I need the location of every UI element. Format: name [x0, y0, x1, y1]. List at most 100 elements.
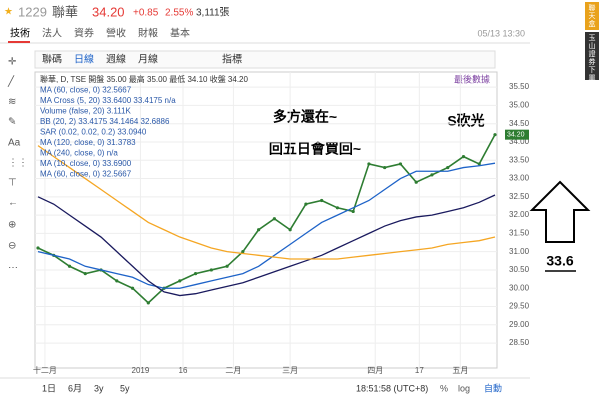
side-tab-char: 天: [589, 12, 596, 20]
close-point: [225, 264, 229, 268]
y-tick-label: 30.00: [509, 283, 530, 292]
tool-icon[interactable]: ✎: [8, 117, 16, 128]
side-tab-char: 單: [589, 74, 596, 82]
close-point: [130, 286, 135, 290]
log-toggle[interactable]: log: [458, 383, 470, 393]
close-point: [367, 162, 371, 166]
range-button[interactable]: 3y: [94, 383, 104, 393]
range-button[interactable]: 1日: [42, 383, 56, 393]
annotation: 回五日會買回~: [269, 141, 361, 157]
close-point: [209, 268, 213, 272]
legend-line: MA (120, close, 0) 31.3783: [40, 138, 136, 147]
tab[interactable]: 法人: [42, 27, 62, 40]
x-tick-label: 十二月: [33, 365, 57, 375]
close-point: [398, 162, 403, 166]
side-tab-char: 聯: [589, 3, 596, 12]
code: 1229: [18, 4, 47, 19]
close-point: [115, 279, 119, 283]
target-label: 33.6: [546, 253, 573, 269]
close-point: [320, 198, 324, 203]
toolbar-button[interactable]: 指標: [222, 53, 242, 66]
y-tick-label: 35.50: [509, 82, 530, 91]
toolbar-button[interactable]: 日線: [74, 53, 94, 66]
y-tick-label: 34.00: [509, 137, 530, 146]
last-price-label: 34.20: [507, 132, 525, 139]
y-tick-label: 33.00: [509, 174, 530, 183]
latest-link[interactable]: 最後數據: [454, 73, 490, 84]
legend-line: MA (60, close, 0) 32.5667: [40, 86, 132, 95]
tool-icon[interactable]: ⋯: [8, 263, 18, 274]
tool-icon[interactable]: ⋮⋮: [8, 158, 28, 169]
y-tick-label: 34.50: [509, 119, 530, 128]
close-point: [241, 250, 245, 254]
side-tab[interactable]: [585, 32, 599, 80]
y-tick-label: 35.00: [509, 101, 530, 110]
legend-line: SAR (0.02, 0.02, 0.2) 33.0940: [40, 128, 147, 137]
toolbar-button[interactable]: 週線: [106, 53, 126, 66]
tool-icon[interactable]: Aa: [8, 138, 21, 149]
y-tick-label: 29.00: [509, 320, 530, 329]
series-line: [37, 194, 496, 297]
close-point: [461, 155, 466, 159]
legend-line: MA Cross (5, 20) 33.6400 33.4175 n/a: [40, 96, 176, 105]
legend-line: MA (10, close, 0) 33.6900: [40, 159, 132, 168]
tab[interactable]: 營收: [106, 27, 126, 40]
stock-name: 聯華: [52, 4, 78, 19]
close-point: [146, 301, 150, 305]
legend-line: 聯華, D, TSE 開盤 35.00 最高 35.00 最低 34.10 收盤…: [40, 74, 248, 84]
y-tick-label: 33.50: [509, 155, 530, 164]
close-point: [477, 162, 481, 166]
plot-frame: [34, 71, 498, 369]
close-point: [493, 133, 497, 137]
tool-icon[interactable]: ⊕: [8, 220, 16, 231]
tool-icon[interactable]: ✛: [8, 57, 16, 68]
tab[interactable]: 技術: [10, 27, 30, 40]
close-point: [83, 271, 87, 276]
close-point: [414, 180, 418, 184]
tool-icon[interactable]: ⊖: [8, 241, 16, 252]
range-button[interactable]: 5y: [120, 383, 130, 393]
close-point: [36, 246, 40, 250]
legend-line: MA (240, close, 0) n/a: [40, 149, 118, 158]
y-tick-label: 31.00: [509, 247, 530, 256]
close-point: [304, 202, 308, 206]
series-line: [37, 145, 496, 260]
tool-icon[interactable]: ≋: [8, 97, 16, 108]
toolbar-button[interactable]: 聯碼: [42, 54, 62, 66]
side-tab[interactable]: [585, 2, 599, 30]
pct: 2.55%: [165, 8, 193, 19]
clock: 18:51:58 (UTC+8): [356, 383, 428, 393]
annotation: S砍光: [447, 113, 484, 129]
last-price-tag: [505, 129, 529, 140]
auto-toggle[interactable]: 自動: [484, 382, 502, 393]
tool-icon[interactable]: ╱: [7, 75, 15, 88]
close-point: [335, 206, 340, 210]
close-point: [193, 271, 198, 276]
x-tick-label: 二月: [225, 366, 241, 375]
side-tab-char: 下: [589, 66, 596, 74]
series-line: [37, 162, 496, 289]
tool-icon[interactable]: ⊤: [8, 178, 17, 189]
close-point: [430, 173, 434, 177]
legend-line: MA (60, close, 0) 32.5667: [40, 170, 132, 179]
side-tab-char: 山: [589, 41, 596, 50]
close-point: [67, 264, 72, 268]
pct-toggle[interactable]: %: [440, 383, 448, 393]
price: 34.20: [92, 4, 125, 19]
change: +0.85: [133, 8, 159, 19]
y-tick-label: 29.50: [509, 302, 530, 311]
tab[interactable]: 財報: [138, 27, 158, 40]
tool-icon[interactable]: ←: [8, 198, 18, 209]
x-tick-label: 2019: [132, 366, 150, 375]
tab[interactable]: 基本: [170, 27, 190, 40]
star: ★: [4, 7, 13, 18]
close-point: [272, 217, 276, 221]
tab[interactable]: 資券: [74, 27, 94, 40]
close-point: [383, 165, 387, 170]
toolbar-button[interactable]: 月線: [138, 53, 158, 66]
close-point: [288, 228, 292, 232]
volume: 3,111張: [196, 7, 230, 19]
range-button[interactable]: 6月: [68, 383, 82, 393]
side-tab-char: 玉: [589, 34, 596, 42]
left-tools: ✛ ╱ ≋ ✎ Aa ⋮⋮ ⊤ ← ⊕ ⊖ ⋯: [7, 57, 28, 274]
